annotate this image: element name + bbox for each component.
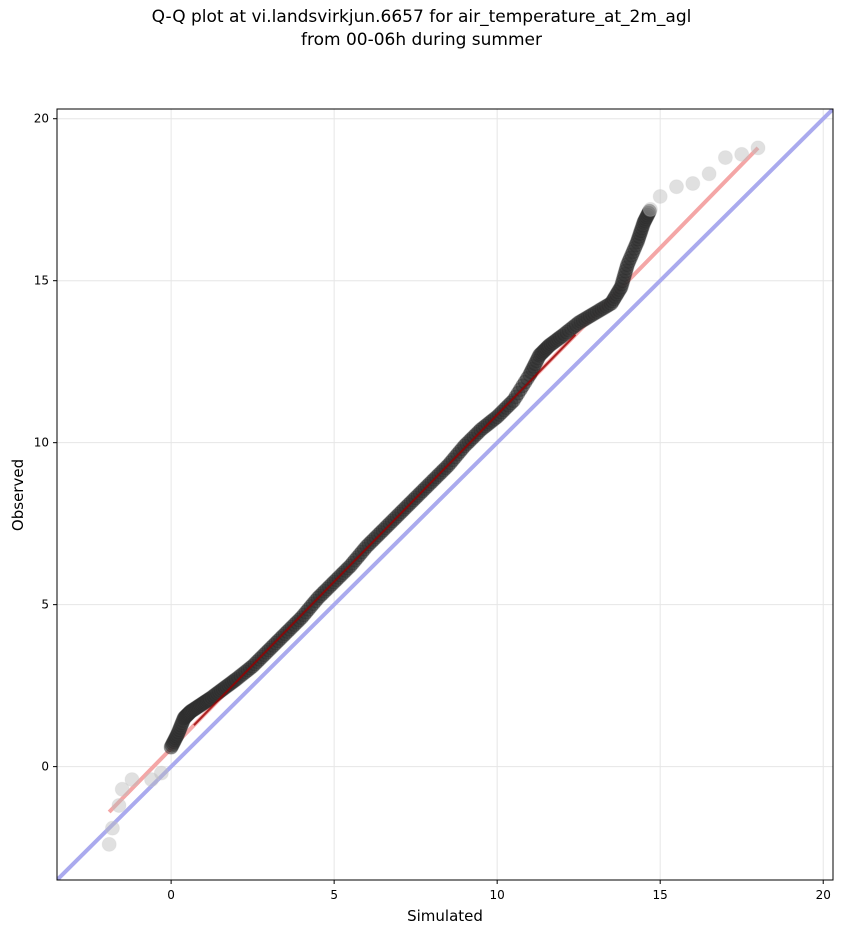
- y-tick-label: 0: [41, 760, 49, 774]
- chart-title: Q-Q plot at vi.landsvirkjun.6657 for air…: [0, 6, 843, 52]
- x-tick-label: 0: [167, 888, 175, 902]
- y-tick-label: 20: [34, 112, 49, 126]
- y-tick-label: 5: [41, 598, 49, 612]
- qq-point: [111, 797, 127, 813]
- qq-point: [104, 820, 120, 836]
- y-axis-label: Observed: [9, 459, 27, 531]
- qq-point: [642, 201, 658, 217]
- qq-point: [641, 203, 657, 219]
- x-tick-label: 15: [653, 888, 668, 902]
- chart-title-line-1: Q-Q plot at vi.landsvirkjun.6657 for air…: [151, 7, 692, 27]
- x-axis-label: Simulated: [407, 907, 483, 925]
- y-tick-label: 15: [34, 274, 49, 288]
- qq-point: [153, 765, 169, 781]
- x-tick-label: 5: [330, 888, 338, 902]
- qq-point: [144, 772, 160, 788]
- qq-point: [101, 836, 117, 852]
- qq-point: [750, 140, 766, 156]
- qq-point: [685, 176, 701, 192]
- x-tick-label: 10: [490, 888, 505, 902]
- fit-line-core: [193, 334, 577, 726]
- qq-point: [701, 166, 717, 182]
- qq-point: [124, 772, 140, 788]
- identity-line: [57, 109, 833, 880]
- x-tick-label: 20: [816, 888, 831, 902]
- qq-point: [717, 150, 733, 166]
- data-points: [101, 140, 766, 852]
- qq-point: [734, 146, 750, 162]
- qq-point: [652, 188, 668, 204]
- grid: [57, 109, 833, 880]
- chart-title-line-2: from 00-06h during summer: [301, 30, 542, 50]
- axis-ticks: 0 5 10 15 20 0 5 10 15 20: [34, 112, 831, 902]
- y-tick-label: 10: [34, 436, 49, 450]
- qq-point: [668, 179, 684, 195]
- qq-point: [114, 781, 130, 797]
- plot-area-frame: [56, 108, 834, 881]
